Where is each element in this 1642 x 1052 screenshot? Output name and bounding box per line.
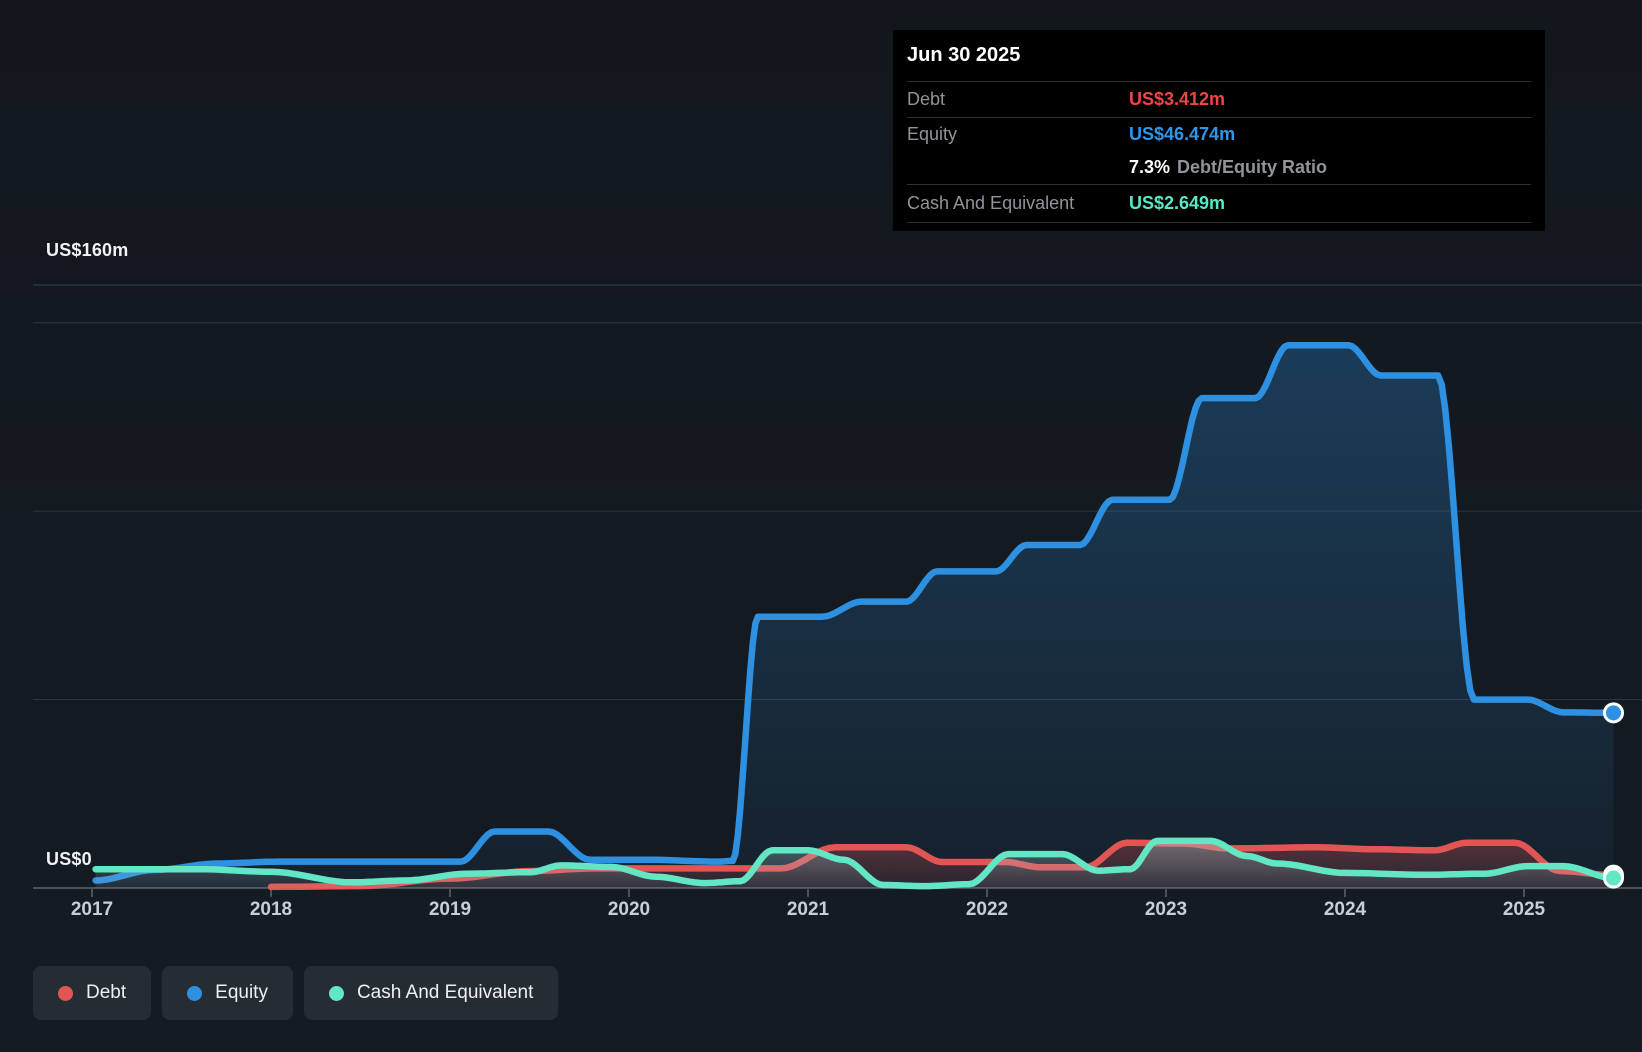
tooltip-date: Jun 30 2025 xyxy=(907,30,1531,82)
equity-end-marker xyxy=(1603,702,1624,724)
x-tick-label-2021: 2021 xyxy=(787,899,830,920)
tooltip-ratio-suffix: Debt/Equity Ratio xyxy=(1177,157,1328,177)
x-tick-label-2024: 2024 xyxy=(1324,899,1367,920)
x-tick-label-2019: 2019 xyxy=(429,899,471,920)
tooltip-debt-label: Debt xyxy=(907,89,946,109)
tooltip-equity-label: Equity xyxy=(907,124,958,144)
x-tick-label-2023: 2023 xyxy=(1145,899,1187,920)
tooltip-ratio-value: 7.3% xyxy=(1129,157,1171,177)
tooltip-cash-row: Cash And Equivalent US$2.649m xyxy=(907,185,1531,223)
y-axis-max-label: US$160m xyxy=(46,240,129,260)
cash-dot-icon xyxy=(328,985,344,1001)
x-tick-label-2020: 2020 xyxy=(608,899,650,920)
legend-item-debt[interactable]: Debt xyxy=(33,966,152,1020)
equity-line xyxy=(92,342,1617,884)
cash-end-marker xyxy=(1603,867,1624,889)
y-axis-zero-label: US$0 xyxy=(46,849,92,869)
legend-equity-label: Equity xyxy=(215,982,268,1003)
x-tick-label-2017: 2017 xyxy=(71,899,113,920)
legend-debt-label: Debt xyxy=(86,982,127,1003)
debt-dot-icon xyxy=(58,985,73,1001)
hover-tooltip: Jun 30 2025 Debt US$3.412m Equity US$46.… xyxy=(893,30,1545,231)
equity-dot-icon xyxy=(187,985,203,1001)
equity-area xyxy=(95,345,1614,888)
tooltip-equity-value: US$46.474m xyxy=(1129,124,1236,144)
chart-legend: Debt Equity Cash And Equivalent xyxy=(33,966,559,1020)
x-tick-label-2022: 2022 xyxy=(966,899,1008,920)
tooltip-cash-value: US$2.649m xyxy=(1129,193,1226,213)
cash-line xyxy=(92,837,1617,890)
legend-item-equity[interactable]: Equity xyxy=(162,966,293,1020)
legend-item-cash[interactable]: Cash And Equivalent xyxy=(303,966,559,1020)
tooltip-equity-row: Equity US$46.474m xyxy=(907,118,1531,151)
tooltip-debt-row: Debt US$3.412m xyxy=(907,82,1531,118)
tooltip-cash-label: Cash And Equivalent xyxy=(907,193,1075,213)
x-tick-label-2018: 2018 xyxy=(250,899,292,920)
tooltip-debt-value: US$3.412m xyxy=(1129,89,1226,109)
tooltip-ratio-row: 7.3% Debt/Equity Ratio xyxy=(907,151,1531,185)
legend-cash-label: Cash And Equivalent xyxy=(356,982,534,1003)
x-tick-label-2025: 2025 xyxy=(1503,899,1546,920)
